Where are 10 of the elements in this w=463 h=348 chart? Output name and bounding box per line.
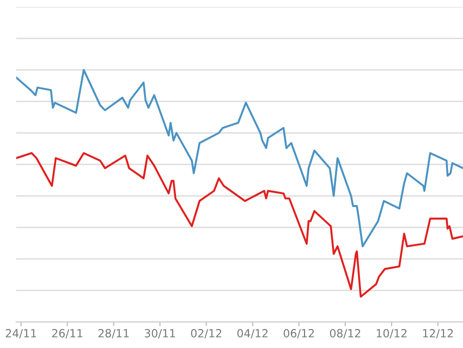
- x-tick-label: 06/12: [284, 329, 314, 338]
- x-tick-label: 02/12: [191, 329, 222, 338]
- x-tick-label: 08/12: [330, 329, 360, 338]
- x-tick-label: 26/11: [52, 329, 82, 338]
- x-tick-label: 04/12: [237, 329, 268, 338]
- x-tick-label: 24/11: [6, 329, 36, 338]
- x-tick-label: 12/12: [423, 329, 453, 338]
- x-tick-label: 28/11: [98, 329, 129, 338]
- x-tick-label: 10/12: [376, 329, 406, 338]
- x-tick-label: 30/11: [144, 329, 175, 338]
